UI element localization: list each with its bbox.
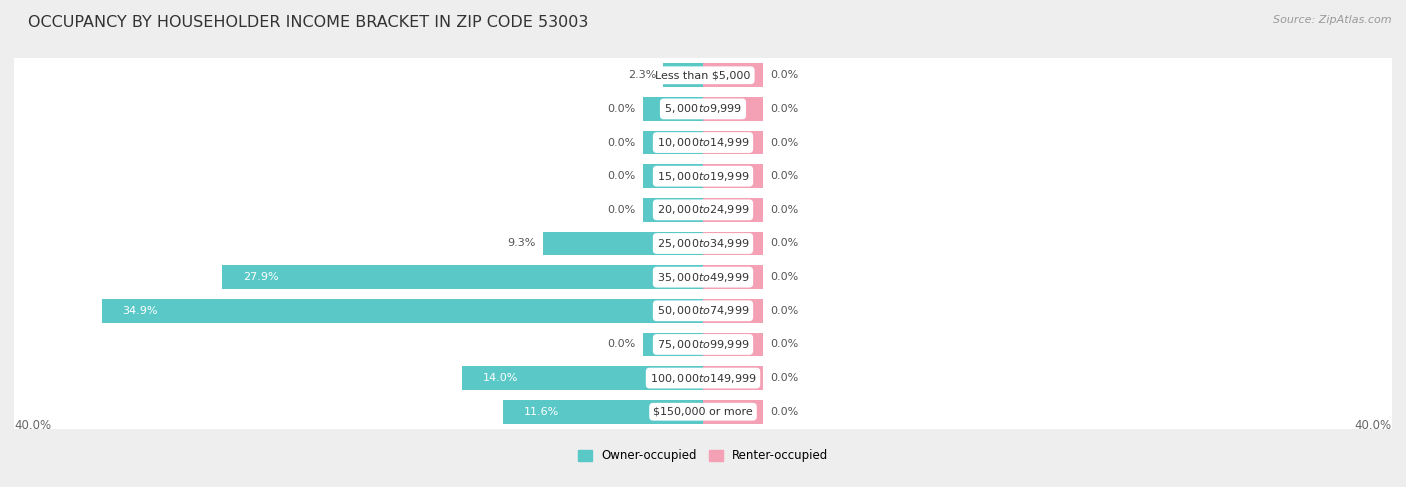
Text: 27.9%: 27.9% [243,272,278,282]
Bar [703,63,763,87]
Bar [14,58,1392,92]
Text: 0.0%: 0.0% [770,104,799,114]
Text: 0.0%: 0.0% [770,339,799,350]
Text: $5,000 to $9,999: $5,000 to $9,999 [664,102,742,115]
Bar [703,232,763,255]
Text: Source: ZipAtlas.com: Source: ZipAtlas.com [1274,15,1392,25]
Text: $25,000 to $34,999: $25,000 to $34,999 [657,237,749,250]
Text: $100,000 to $149,999: $100,000 to $149,999 [650,372,756,385]
Bar [703,400,763,424]
Bar [703,97,763,121]
Bar [703,131,763,154]
Bar [14,328,1392,361]
Bar [14,261,1392,294]
Bar [703,299,763,322]
Bar [503,400,703,424]
Text: 11.6%: 11.6% [524,407,560,417]
Text: 14.0%: 14.0% [482,373,517,383]
Bar [222,265,703,289]
Text: 40.0%: 40.0% [14,419,51,432]
Bar [703,198,763,222]
Bar [543,232,703,255]
Bar [101,299,703,322]
Bar [703,265,763,289]
Bar [643,97,703,121]
Text: 40.0%: 40.0% [1355,419,1392,432]
Text: 0.0%: 0.0% [607,205,636,215]
Text: $150,000 or more: $150,000 or more [654,407,752,417]
Text: 0.0%: 0.0% [770,205,799,215]
Text: 0.0%: 0.0% [607,104,636,114]
Text: 0.0%: 0.0% [770,373,799,383]
Text: $50,000 to $74,999: $50,000 to $74,999 [657,304,749,318]
Text: OCCUPANCY BY HOUSEHOLDER INCOME BRACKET IN ZIP CODE 53003: OCCUPANCY BY HOUSEHOLDER INCOME BRACKET … [28,15,589,30]
Bar [643,131,703,154]
Bar [703,333,763,356]
Text: $10,000 to $14,999: $10,000 to $14,999 [657,136,749,149]
Bar [643,165,703,188]
Text: 0.0%: 0.0% [607,171,636,181]
Text: $35,000 to $49,999: $35,000 to $49,999 [657,271,749,283]
Bar [14,294,1392,328]
Text: 0.0%: 0.0% [770,272,799,282]
Bar [643,198,703,222]
Bar [14,159,1392,193]
Text: 0.0%: 0.0% [607,137,636,148]
Bar [703,165,763,188]
Bar [643,333,703,356]
Text: $20,000 to $24,999: $20,000 to $24,999 [657,204,749,216]
Bar [14,361,1392,395]
Bar [14,193,1392,226]
Bar [703,366,763,390]
Text: 9.3%: 9.3% [508,239,536,248]
Text: $75,000 to $99,999: $75,000 to $99,999 [657,338,749,351]
Bar [14,92,1392,126]
Text: 0.0%: 0.0% [770,171,799,181]
Text: 2.3%: 2.3% [628,70,657,80]
Bar [14,126,1392,159]
Bar [461,366,703,390]
Text: 34.9%: 34.9% [122,306,157,316]
Bar [14,395,1392,429]
Legend: Owner-occupied, Renter-occupied: Owner-occupied, Renter-occupied [572,445,834,467]
Bar [14,226,1392,261]
Text: 0.0%: 0.0% [770,239,799,248]
Bar [664,63,703,87]
Text: 0.0%: 0.0% [770,70,799,80]
Text: 0.0%: 0.0% [770,306,799,316]
Text: 0.0%: 0.0% [770,407,799,417]
Text: 0.0%: 0.0% [607,339,636,350]
Text: Less than $5,000: Less than $5,000 [655,70,751,80]
Text: 0.0%: 0.0% [770,137,799,148]
Text: $15,000 to $19,999: $15,000 to $19,999 [657,169,749,183]
